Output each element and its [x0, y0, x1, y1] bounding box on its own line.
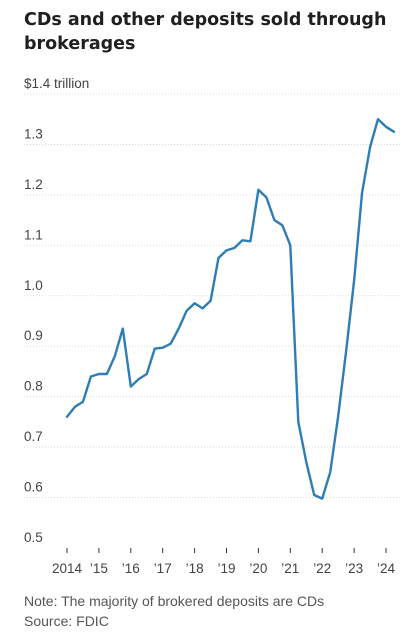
- y-tick-label-0-9: 0.9: [24, 328, 43, 343]
- chart-footnotes: Note: The majority of brokered deposits …: [24, 591, 324, 631]
- series-line-0: [65, 117, 396, 500]
- x-tick-label-2019: ’19: [217, 561, 235, 576]
- y-tick-label-1-3: 1.3: [24, 126, 43, 141]
- note-text: Note: The majority of brokered deposits …: [24, 593, 325, 609]
- y-tick-label-0-5: 0.5: [24, 530, 43, 545]
- x-tick-label-2023: ’23: [345, 561, 363, 576]
- x-tick-label-2020: ’20: [249, 561, 267, 576]
- x-tick-label-2024: ’24: [377, 561, 396, 576]
- y-axis-tick-labels: $1.4 trillion 1.3 1.2 1.1 1.0 0.9 0.8 0.7 0.6 0.5: [24, 76, 89, 545]
- x-tick-label-2015: ’15: [90, 561, 108, 576]
- y-tick-label-0-7: 0.7: [24, 429, 43, 444]
- x-tick-label-2022: ’22: [313, 561, 331, 576]
- x-tick-label-2014: 2014: [52, 561, 83, 576]
- source-text: Source: FDIC: [24, 613, 109, 629]
- y-tick-label-0-8: 0.8: [24, 379, 43, 394]
- y-tick-label-1-2: 1.2: [24, 177, 43, 192]
- y-tick-label-1: 1.0: [24, 278, 43, 293]
- chart-title: CDs and other deposits sold through brok…: [24, 10, 387, 54]
- x-tick-label-2018: ’18: [186, 561, 204, 576]
- y-tick-label-1-4: $1.4 trillion: [24, 76, 89, 91]
- x-tick-label-2021: ’21: [281, 561, 299, 576]
- y-tick-label-0-6: 0.6: [24, 480, 43, 495]
- x-tick-label-2016: ’16: [122, 561, 140, 576]
- y-tick-label-1-1: 1.1: [24, 227, 43, 242]
- x-tick-label-2017: ’17: [154, 561, 172, 576]
- x-axis: 2014 ’15 ’16 ’17 ’18 ’19 ’20 ’21 ’22 ’23 ’24: [52, 548, 396, 576]
- series-layer: [65, 117, 396, 500]
